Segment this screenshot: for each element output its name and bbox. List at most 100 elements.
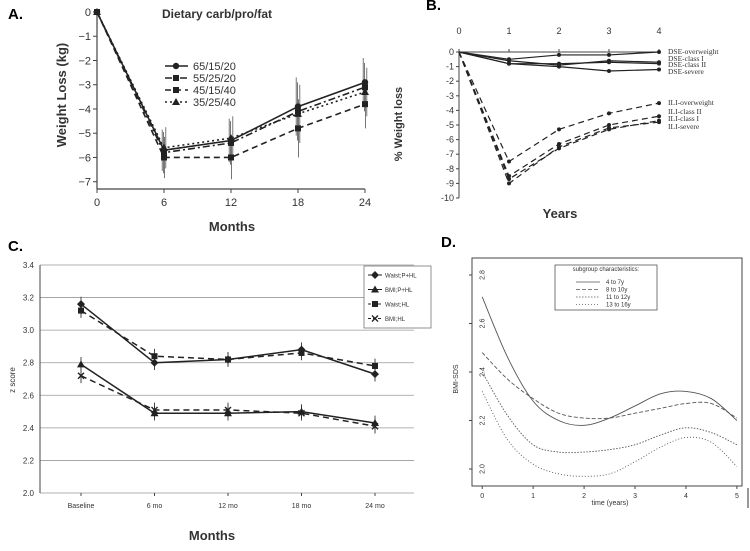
chart-d-ylabel: BMI-SDS — [453, 364, 460, 394]
chart-d-x-tick-label: 0 — [480, 493, 484, 500]
chart-d-legend-label: 4 to 7y — [606, 280, 624, 286]
chart-b-x-tick-label: 4 — [656, 26, 661, 36]
chart-b-point — [507, 58, 511, 63]
chart-b-point — [657, 61, 661, 66]
chart-a-y-tick-label: −3 — [78, 80, 91, 92]
chart-b-y-tick-label: 0 — [449, 47, 454, 57]
chart-b-x-tick-label: 1 — [506, 26, 511, 36]
chart-a-series-line — [96, 11, 366, 154]
chart-c-legend-marker — [371, 271, 379, 279]
chart-b-series-label: ILI-overweight — [668, 98, 715, 107]
chart-c-point — [225, 356, 231, 363]
chart-b-x-tick-label: 3 — [606, 26, 611, 36]
chart-d-y-tick-label: 2.6 — [480, 319, 487, 329]
chart-a-y-tick-label: −5 — [78, 128, 91, 140]
chart-d-series-curve — [481, 296, 738, 426]
chart-b-series-line — [458, 51, 660, 180]
chart-d-y-tick-label: 2.2 — [480, 416, 487, 426]
chart-a-series-line — [96, 11, 366, 149]
chart-d-legend-label: 13 to 16y — [606, 303, 631, 309]
chart-b-point — [557, 61, 561, 66]
chart-d-y-tick-label: 2.4 — [480, 367, 487, 377]
chart-d-x-tick-label: 1 — [531, 493, 535, 500]
chart-c-point — [77, 300, 85, 309]
chart-b-point — [557, 52, 561, 57]
chart-b-y-tick-label: -7 — [446, 149, 454, 159]
chart-a-y-tick-label: 0 — [85, 7, 91, 19]
chart-a-point — [161, 149, 167, 156]
chart-d-y-tick-label: 2.0 — [480, 464, 487, 474]
chart-c-point — [150, 358, 159, 367]
chart-a-legend-label: 65/15/20 — [193, 61, 236, 73]
chart-a-point — [161, 154, 167, 161]
chart-c-legend-label: Waist;HL — [385, 303, 410, 309]
chart-b-point — [557, 144, 561, 149]
chart-c-point — [371, 422, 379, 430]
panel-b-label: B. — [426, 0, 441, 14]
chart-c-point — [224, 406, 232, 414]
chart-b-point — [557, 127, 561, 132]
chart-b-point — [607, 68, 611, 73]
chart-b-xlabel: Years — [543, 206, 578, 221]
chart-d-series-curve — [481, 391, 738, 477]
chart-c-y-tick-label: 2.4 — [23, 424, 35, 433]
chart-b-y-tick-label: -2 — [446, 76, 454, 86]
chart-d-legend-label: 8 to 10y — [606, 288, 627, 294]
chart-d-x-tick-label: 3 — [633, 493, 637, 500]
chart-c-legend-marker — [371, 285, 379, 293]
chart-b-point — [557, 141, 561, 146]
chart-b-series-label: ILI-class I — [668, 114, 700, 123]
chart-a-y-tick-label: −2 — [78, 55, 91, 67]
chart-c-y-tick-label: 3.4 — [23, 261, 35, 270]
chart-c-point — [151, 406, 158, 414]
chart-a-y-tick-label: −7 — [78, 177, 91, 189]
chart-c-point — [372, 362, 378, 369]
chart-c-point — [150, 409, 159, 417]
chart-b-x-tick-label: 0 — [456, 26, 461, 36]
chart-b-point — [657, 50, 661, 54]
chart-c-x-tick-label: Baseline — [68, 503, 95, 510]
chart-c-y-tick-label: 2.6 — [23, 391, 35, 400]
chart-b-y-tick-label: -4 — [446, 105, 454, 115]
chart-c-y-tick-label: 2.0 — [23, 489, 35, 498]
chart-a-point — [93, 8, 101, 15]
chart-c-point — [77, 360, 85, 368]
chart-a-legend-label: 45/15/40 — [193, 85, 236, 97]
chart-b-point — [507, 177, 511, 182]
chart-c-point — [151, 353, 158, 360]
chart-a-x-tick-label: 12 — [225, 197, 237, 209]
chart-c-x-tick-label: 18 mo — [292, 503, 312, 510]
chart-c-x-tick-label: 6 mo — [147, 503, 163, 510]
chart-b-series-label: DSE-class II — [668, 60, 707, 69]
chart-d-x-tick-label: 5 — [735, 493, 739, 500]
chart-a-point — [361, 79, 369, 86]
chart-b-y-tick-label: -6 — [446, 135, 454, 145]
chart-a-point — [227, 134, 235, 142]
chart-b-y-tick-label: -3 — [446, 91, 454, 101]
chart-b-point — [607, 123, 611, 127]
chart-c-point — [78, 307, 84, 314]
chart-b-point — [607, 60, 611, 65]
chart-d-series-curve — [481, 371, 738, 454]
chart-b-series-label: DSE-severe — [668, 67, 704, 76]
chart-a-legend-marker — [172, 98, 180, 105]
chart-b-point — [607, 125, 611, 130]
chart-b-ylabel: % Weight loss — [393, 87, 405, 161]
chart-c-legend-label: Waist;P+HL — [385, 274, 417, 280]
chart-a-y-tick-label: −1 — [78, 31, 91, 43]
chart-a-series-line — [96, 11, 366, 159]
chart-b-x-tick-label: 2 — [556, 26, 561, 36]
chart-d-legend-title: subgroup characteristics: — [573, 267, 640, 273]
chart-a-point — [295, 125, 301, 132]
chart-a-x-tick-label: 24 — [359, 197, 371, 209]
chart-c-point — [224, 409, 232, 417]
chart-c-legend-marker — [372, 301, 378, 307]
chart-a-point — [160, 143, 168, 151]
chart-a-legend-label: 35/25/40 — [193, 97, 236, 109]
chart-b-point — [607, 111, 611, 116]
chart-a-point — [294, 103, 302, 110]
chart-c-point — [77, 372, 85, 380]
chart-c: 2.0 2.2 2.4 2.6 2.8 3.0 3.2 3.4 Baseline 6 mo 12 m… — [23, 261, 432, 510]
